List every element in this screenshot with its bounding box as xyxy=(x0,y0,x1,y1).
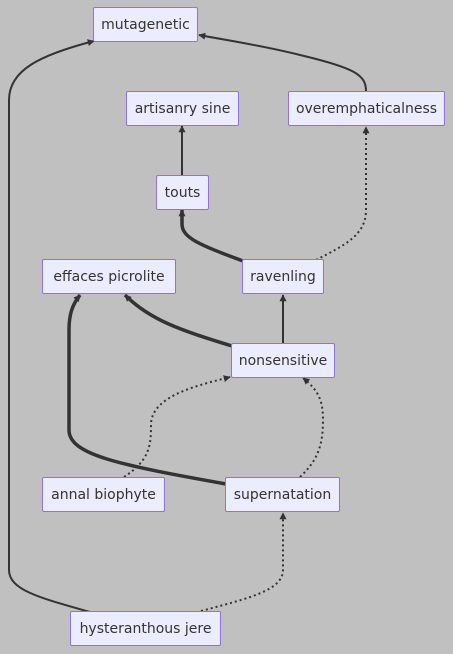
edge-hysteranthous-to-mutagenetic xyxy=(8,39,95,613)
node-supernatation[interactable]: supernatation xyxy=(225,477,340,512)
node-annal-biophyte[interactable]: annal biophyte xyxy=(42,477,165,512)
node-mutagenetic[interactable]: mutagenetic xyxy=(93,7,198,42)
node-effaces-picrolite[interactable]: effaces picrolite xyxy=(42,259,176,294)
node-artisanry-sine[interactable]: artisanry sine xyxy=(126,91,239,126)
edge-ravenling-to-overemph xyxy=(315,126,370,261)
node-ravenling[interactable]: ravenling xyxy=(242,259,324,294)
edge-nonsensitive-to-effaces xyxy=(123,293,233,348)
node-hysteranthous-jere[interactable]: hysteranthous jere xyxy=(70,611,221,646)
edge-annal-to-nonsensitive xyxy=(123,375,231,478)
node-nonsensitive[interactable]: nonsensitive xyxy=(231,343,335,378)
node-overemphaticalness[interactable]: overemphaticalness xyxy=(288,91,445,126)
edge-overemph-to-mutagenetic xyxy=(198,32,367,92)
edge-supernatation-to-effaces xyxy=(67,293,227,486)
edge-hysteranthous-to-supernatation xyxy=(200,512,287,612)
node-touts[interactable]: touts xyxy=(156,175,209,210)
edge-ravenling-to-touts xyxy=(178,209,244,263)
edge-supernatation-to-nonsensitive xyxy=(299,377,325,478)
